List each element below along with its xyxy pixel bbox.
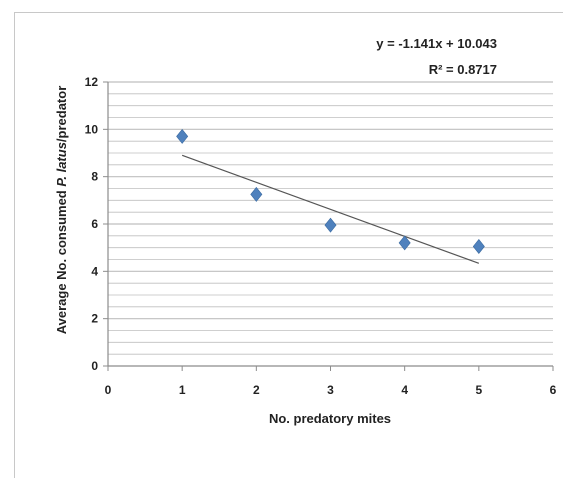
x-tick-label: 6 <box>550 383 557 397</box>
data-point <box>398 235 411 251</box>
y-axis-title-species: P. latus <box>54 142 69 187</box>
x-axis-title: No. predatory mites <box>269 411 391 426</box>
x-tick-label: 2 <box>253 383 260 397</box>
y-tick-label: 6 <box>91 217 98 231</box>
y-tick-label: 10 <box>85 122 99 136</box>
trendline-group <box>181 154 480 264</box>
x-tick-label: 5 <box>475 383 482 397</box>
axes <box>103 81 554 371</box>
x-tick-label: 1 <box>179 383 186 397</box>
gridlines <box>108 81 553 355</box>
x-tick-label: 0 <box>105 383 112 397</box>
y-axis-title-part-3: /predator <box>54 86 69 142</box>
y-tick-label: 12 <box>85 75 99 89</box>
chart-frame <box>14 12 563 478</box>
data-point <box>472 239 485 254</box>
x-tick-label: 4 <box>401 383 408 397</box>
r-squared-label: R² = 0.8717 <box>429 62 497 77</box>
data-point <box>176 128 189 144</box>
data-points <box>176 128 485 254</box>
y-axis-title-part-1: Average No. consumed <box>54 187 69 335</box>
x-tick-label: 3 <box>327 383 334 397</box>
y-tick-label: 2 <box>91 312 98 326</box>
trendline <box>181 154 480 264</box>
y-axis-title: Average No. consumed P. latus/predator <box>54 86 69 335</box>
trendline-equation: y = -1.141x + 10.043 <box>376 36 497 51</box>
y-tick-label: 0 <box>91 359 98 373</box>
data-point <box>250 186 263 202</box>
y-tick-label: 4 <box>91 264 98 278</box>
data-point <box>324 217 337 233</box>
y-tick-label: 8 <box>91 170 98 184</box>
